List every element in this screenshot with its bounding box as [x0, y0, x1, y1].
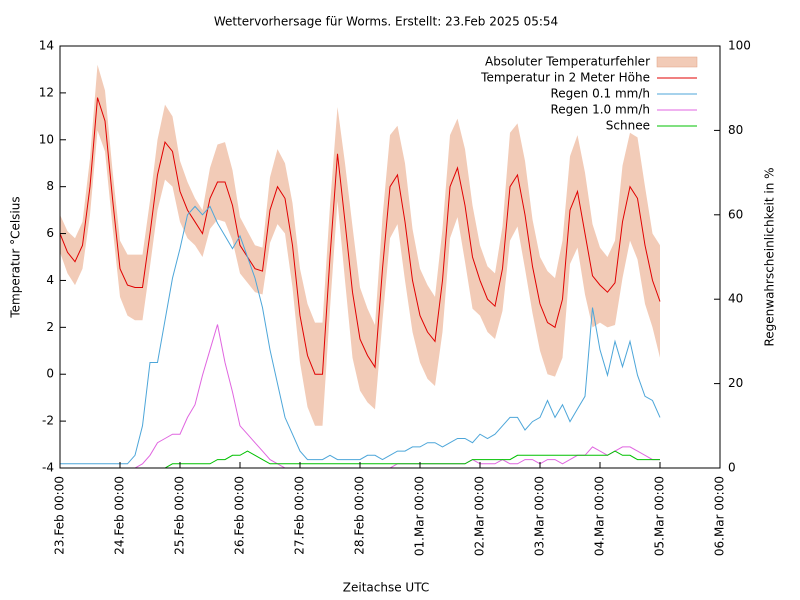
- y2-tick-label: 0: [728, 461, 736, 475]
- y-tick-label: 2: [46, 320, 54, 334]
- x-tick-label: 23.Feb 00:00: [53, 476, 67, 555]
- y2-axis-label: Regenwahrscheinlichkeit in %: [763, 167, 777, 346]
- x-axis-label: Zeitachse UTC: [343, 581, 429, 595]
- y-tick-label: 6: [46, 226, 54, 240]
- x-tick-label: 01.Mar 00:00: [413, 476, 427, 556]
- legend-label: Absoluter Temperaturfehler: [485, 55, 650, 69]
- legend-label: Temperatur in 2 Meter Höhe: [480, 71, 650, 85]
- y-tick-label: -2: [42, 414, 54, 428]
- y-tick-label: -4: [42, 461, 54, 475]
- series-line: [59, 97, 661, 375]
- y-tick-label: 12: [39, 85, 54, 99]
- x-tick-label: 03.Mar 00:00: [533, 476, 547, 556]
- chart-title: Wettervorhersage für Worms. Erstellt: 23…: [214, 15, 558, 29]
- x-tick-label: 06.Mar 00:00: [713, 476, 727, 556]
- x-tick-label: 28.Feb 00:00: [353, 476, 367, 555]
- y-tick-label: 14: [39, 39, 54, 53]
- x-tick-label: 02.Mar 00:00: [473, 476, 487, 556]
- legend-label: Regen 1.0 mm/h: [550, 103, 650, 117]
- y2-tick-label: 20: [728, 376, 743, 390]
- y-tick-label: 8: [46, 179, 54, 193]
- y2-tick-label: 40: [728, 292, 743, 306]
- legend-swatch: [656, 56, 698, 68]
- y-axis-label: Temperatur °Celsius: [9, 196, 23, 318]
- legend-label: Schnee: [606, 119, 650, 133]
- x-tick-label: 26.Feb 00:00: [233, 476, 247, 555]
- y-tick-label: 4: [46, 273, 54, 287]
- error-band: [60, 64, 660, 426]
- legend-label: Regen 0.1 mm/h: [550, 87, 650, 101]
- x-tick-label: 05.Mar 00:00: [653, 476, 667, 556]
- y-tick-label: 0: [46, 367, 54, 381]
- x-tick-label: 25.Feb 00:00: [173, 476, 187, 555]
- x-tick-label: 04.Mar 00:00: [593, 476, 607, 556]
- x-tick-label: 27.Feb 00:00: [293, 476, 307, 555]
- y2-tick-label: 60: [728, 207, 743, 221]
- y-tick-label: 10: [39, 132, 54, 146]
- y2-tick-label: 80: [728, 123, 743, 137]
- plot-border: [59, 45, 721, 469]
- x-tick-label: 24.Feb 00:00: [113, 476, 127, 555]
- y2-tick-label: 100: [728, 39, 751, 53]
- series-line: [60, 205, 661, 465]
